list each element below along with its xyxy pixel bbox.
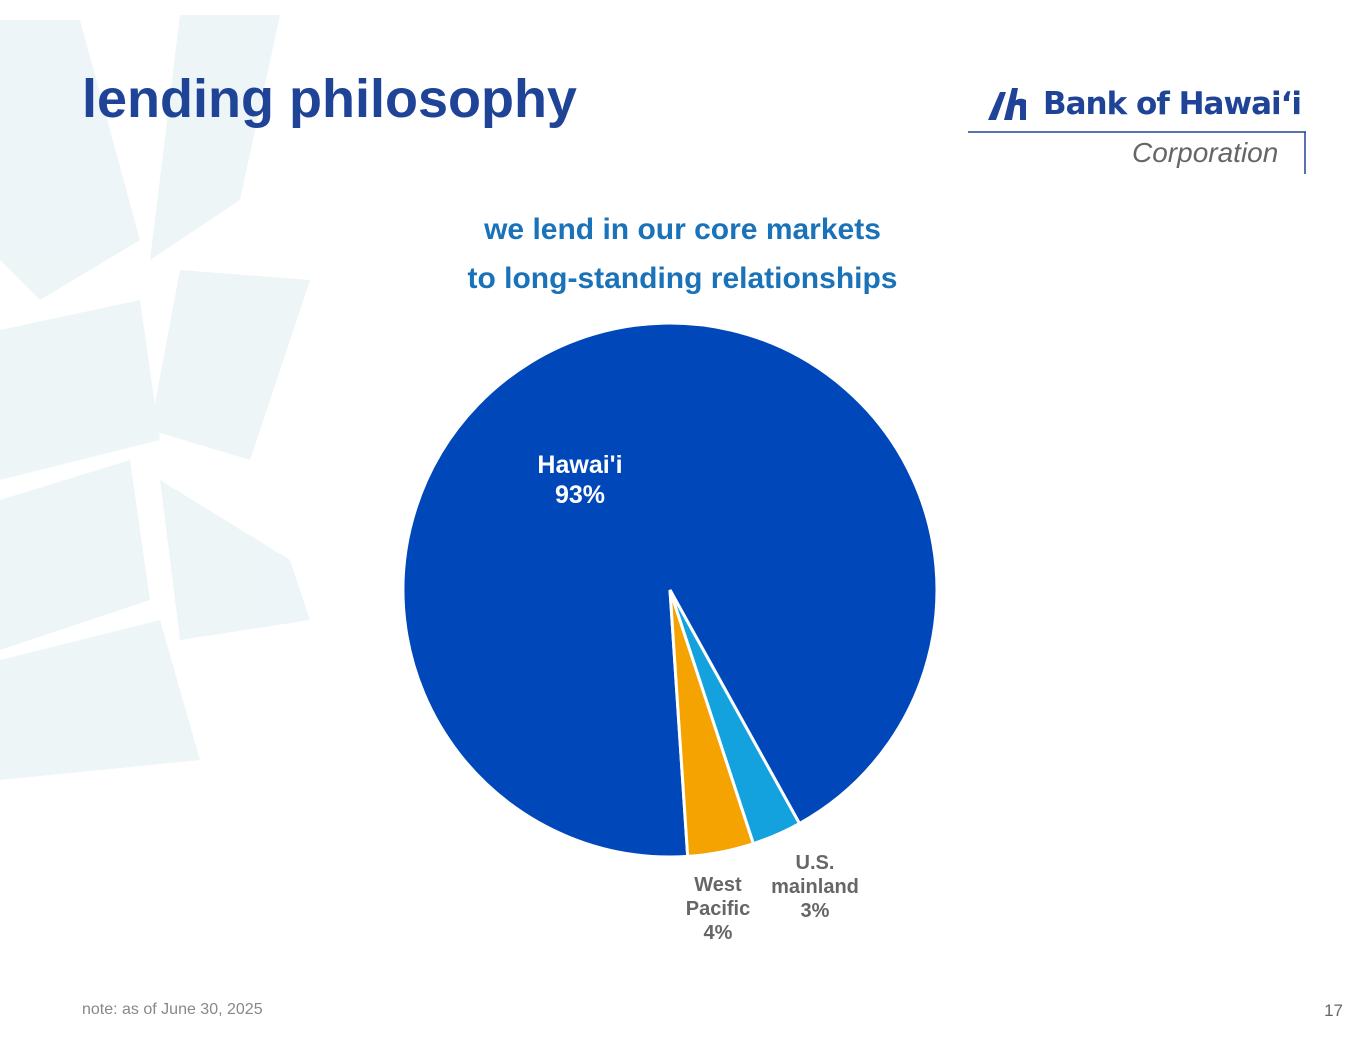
chart-title: to long-standing relationships: [467, 262, 898, 295]
logo-subtitle: Corporation: [1132, 137, 1279, 168]
slice-value: 3%: [800, 900, 830, 922]
slide-title: lending philosophy: [82, 69, 577, 129]
slice-category: West Pacific: [685, 874, 751, 920]
slice-value: 4%: [703, 922, 733, 944]
pie-slice: [668, 589, 802, 846]
slice-label: West Pacific 4%: [678, 873, 758, 945]
footnote: note: as of June 30, 2025: [82, 1001, 263, 1018]
slice-value: 93%: [554, 481, 606, 509]
slice-category: U.S. mainland: [771, 852, 859, 898]
slice-category: Hawai'i: [537, 451, 623, 479]
logo-name: Bank of Hawaiʻi: [1043, 86, 1302, 122]
page-number: 17: [1324, 1001, 1343, 1020]
slice-label: Hawai'i 93%: [500, 450, 660, 510]
slice-label: U.S. mainland 3%: [760, 851, 870, 923]
chart-title: we lend in our core markets: [484, 213, 881, 246]
